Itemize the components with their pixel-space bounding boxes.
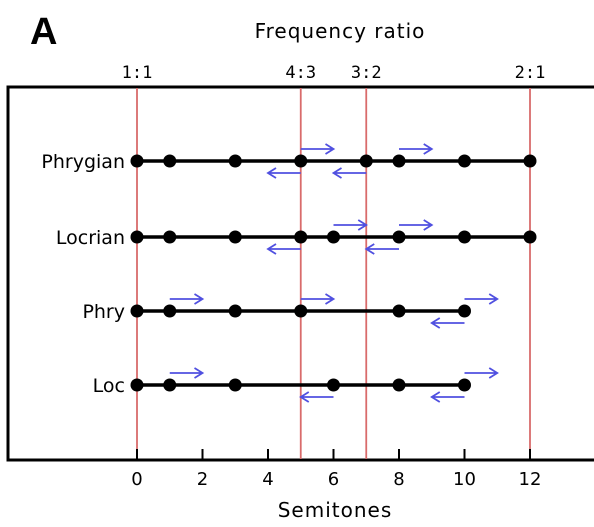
x-tick-label: 4 [262,469,273,490]
row-label: Locrian [56,227,125,249]
shift-arrow [300,143,336,155]
ratio-lines [136,88,531,459]
shift-arrow [300,293,336,305]
shift-arrow [299,391,334,403]
scale-rows [130,154,537,392]
pitch-point [392,378,406,392]
pitch-point [130,230,144,244]
row-label: Loc [93,375,125,397]
pitch-point [228,304,242,318]
shift-arrow [333,219,368,231]
row-label: Phrygian [41,151,125,173]
shift-arrow [169,367,205,379]
x-axis-label: Semitones [278,498,393,522]
pitch-point [228,154,242,168]
pitch-point [458,154,471,168]
pitch-point [130,154,144,168]
pitch-point [458,230,471,244]
ratio-labels: 1:1 4:3 3:2 2:1 [122,63,546,83]
shift-arrow [464,293,499,305]
shift-arrow [430,391,465,403]
panel-label: A [30,11,57,53]
pitch-point [327,230,340,244]
pitch-point [294,230,308,244]
pitch-point [163,304,177,318]
pitch-point [523,230,537,244]
x-tick-label: 0 [131,469,142,490]
shift-arrow [399,219,434,231]
pitch-point [359,154,373,168]
row-labels: Phrygian Locrian Phry Loc [41,151,125,397]
pitch-point [228,378,242,392]
x-ticks: 0 2 4 6 8 10 12 [131,449,541,490]
shift-arrow [266,167,301,179]
shift-arrow [364,243,399,255]
x-tick-label: 10 [453,469,476,490]
shift-arrow [430,317,465,329]
pitch-point [458,378,471,392]
ratio-label: 1:1 [122,63,153,83]
shift-arrow [399,143,434,155]
shift-arrow [331,167,367,179]
x-tick-label: 8 [393,469,404,490]
pitch-point [163,378,177,392]
pitch-point [458,304,471,318]
pitch-point [130,378,144,392]
shift-arrow [266,243,301,255]
shift-arrows [169,143,499,403]
ratio-label: 2:1 [515,63,546,83]
pitch-point [163,230,177,244]
pitch-point [228,230,242,244]
pitch-point [523,154,537,168]
pitch-point [392,230,406,244]
pitch-point [392,154,406,168]
row-label: Phry [82,301,125,323]
pitch-point [327,378,340,392]
shift-arrow [169,293,205,305]
pitch-point [392,304,406,318]
pitch-point [294,304,308,318]
shift-arrow [464,367,499,379]
chart-title: Frequency ratio [255,19,426,43]
x-tick-label: 2 [197,469,208,490]
x-tick-label: 6 [328,469,339,490]
pitch-point [163,154,177,168]
x-tick-label: 12 [519,469,542,490]
ratio-label: 4:3 [285,63,316,83]
plot-frame [6,85,594,462]
pitch-point [130,304,144,318]
ratio-label: 3:2 [351,63,382,83]
pitch-point [294,154,308,168]
